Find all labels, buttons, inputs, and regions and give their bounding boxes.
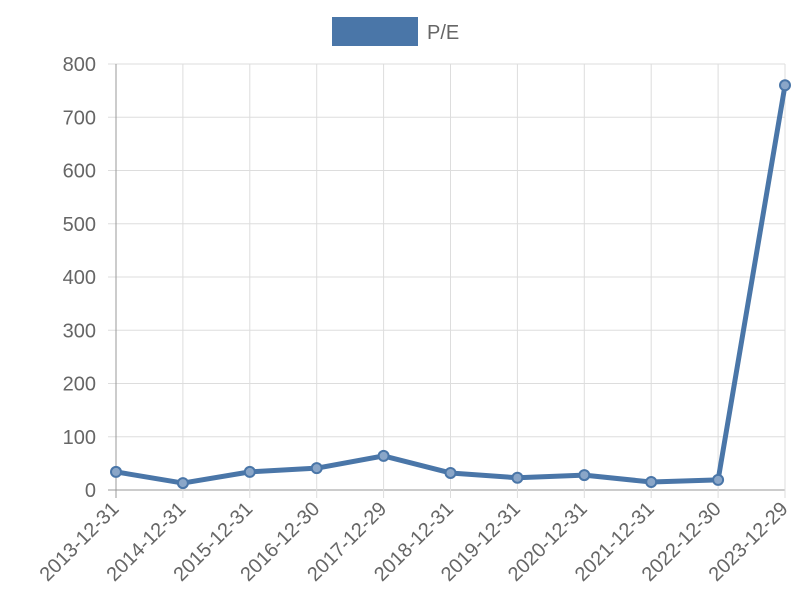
y-tick-label: 600 [63, 161, 96, 183]
point [176, 477, 189, 490]
y-tick-label: 0 [85, 480, 96, 502]
legend-item[interactable]: P/E [332, 17, 459, 46]
point [511, 471, 524, 484]
y-tick-label: 200 [63, 374, 96, 396]
point [645, 476, 658, 489]
y-tick-label: 500 [63, 214, 96, 236]
point [779, 79, 791, 92]
legend-swatch [332, 17, 418, 46]
point [110, 465, 122, 478]
point [578, 469, 591, 482]
point [712, 473, 725, 486]
point [377, 449, 390, 462]
point [310, 462, 323, 475]
y-tick-label: 100 [63, 427, 96, 449]
y-tick-label: 800 [63, 54, 96, 76]
point [444, 466, 457, 479]
y-tick-label: 300 [63, 320, 96, 342]
y-tick-label: 400 [63, 267, 96, 289]
point [243, 465, 256, 478]
y-tick-label: 700 [63, 107, 96, 129]
legend-label: P/E [427, 22, 459, 44]
